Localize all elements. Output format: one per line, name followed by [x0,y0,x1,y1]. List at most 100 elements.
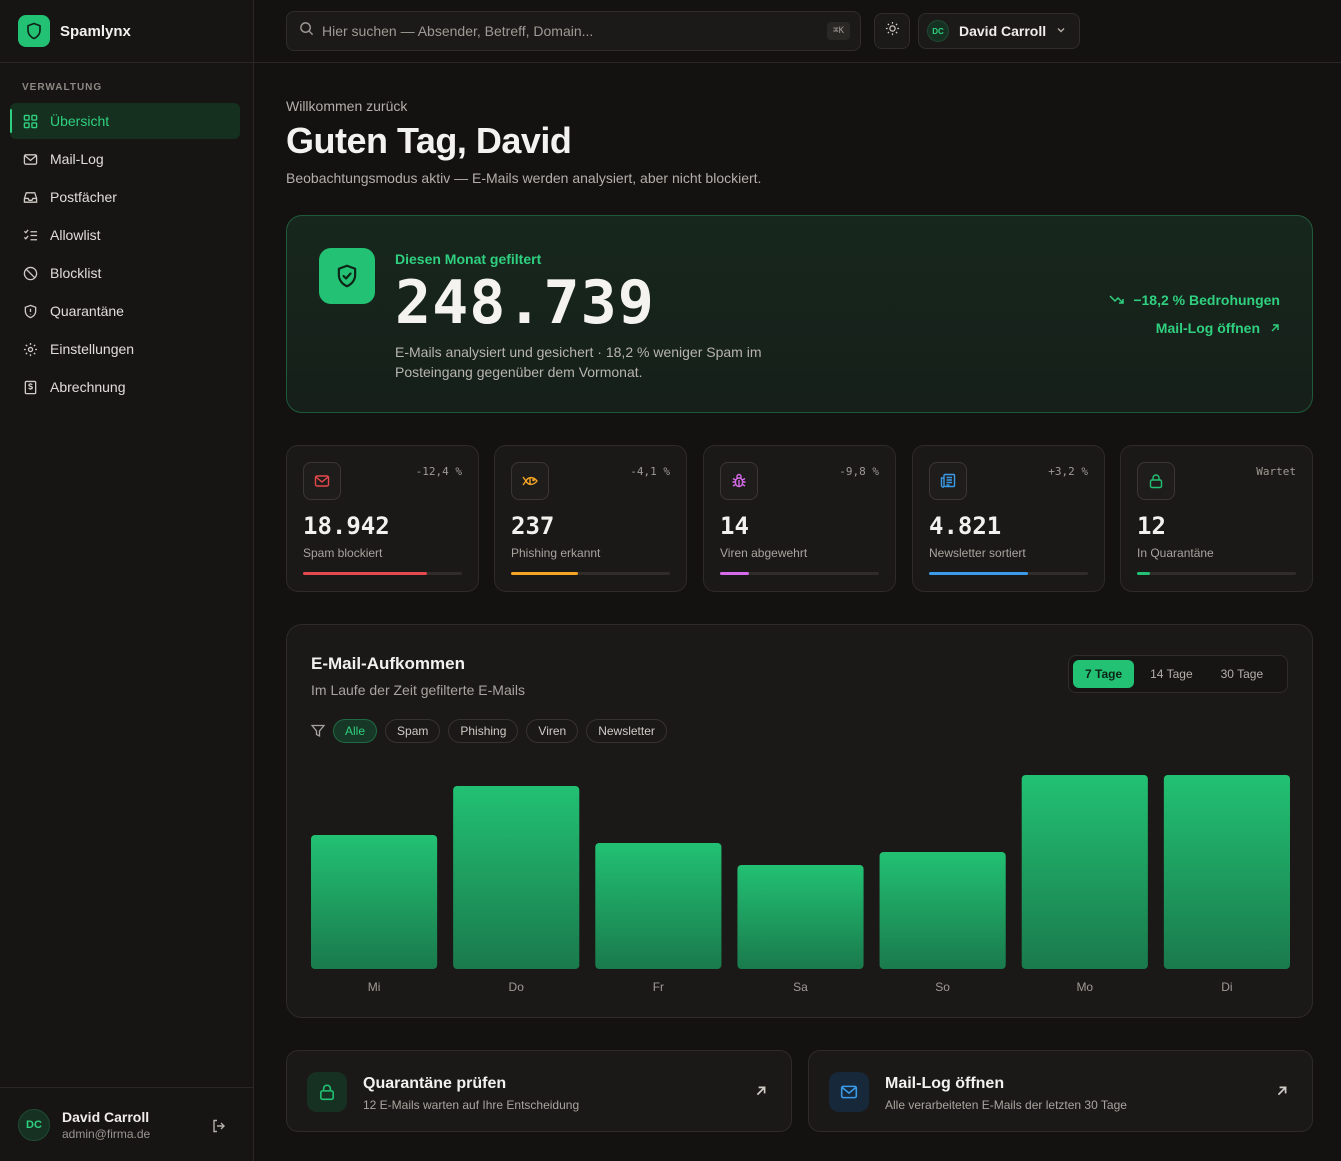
stat-delta: Wartet [1256,465,1296,478]
mail-volume-bar-chart: Mi Do Fr Sa So Mo Di [311,775,1290,994]
open-mail-log-card[interactable]: Mail-Log öffnen Alle verarbeiteten E-Mai… [808,1050,1313,1132]
hero-label: Diesen Monat gefiltert [395,251,542,267]
newspaper-icon [929,462,967,500]
arrow-up-right-icon [755,1084,767,1102]
chart-bar-do[interactable] [453,786,580,969]
sidebar-item-blocklist[interactable]: Blocklist [10,255,240,291]
sidebar-item-einstellungen[interactable]: Einstellungen [10,331,240,367]
filter-chip-viren[interactable]: Viren [526,719,579,743]
chart-subtitle: Im Laufe der Zeit gefilterte E-Mails [311,682,525,698]
user-meta: David Carroll admin@firma.de [62,1109,150,1141]
sidebar-item-label: Blocklist [50,265,102,281]
user-menu-name: David Carroll [959,23,1047,39]
chart-x-label: Di [1221,980,1232,994]
chart-x-label: Sa [793,980,808,994]
search-box[interactable]: ⌘K [286,11,861,51]
stat-progress-fill [720,572,749,575]
stat-label: Phishing erkannt [511,546,601,560]
sidebar-item-label: Abrechnung [50,379,126,395]
bug-icon [720,462,758,500]
shield-logo-icon [18,15,50,47]
stat-card-quarantaene[interactable]: Wartet 12 In Quarantäne [1120,445,1313,592]
range-7-days[interactable]: 7 Tage [1073,660,1135,688]
nav-section-label: VERWALTUNG [22,82,103,93]
sidebar-item-uebersicht[interactable]: Übersicht [10,103,240,139]
action-title: Mail-Log öffnen [885,1075,1005,1092]
stat-progress-fill [511,572,578,575]
stat-label: In Quarantäne [1137,546,1214,560]
chart-bar-sa[interactable] [737,865,864,969]
category-filters: Alle Spam Phishing Viren Newsletter [311,719,675,743]
mail-icon [22,151,38,167]
avatar[interactable]: DC [18,1108,50,1141]
open-mail-log-link[interactable]: Mail-Log öffnen [1156,320,1280,336]
sidebar-item-allowlist[interactable]: Allowlist [10,217,240,253]
chart-bar-fr[interactable] [595,843,722,969]
sidebar-item-label: Mail-Log [50,151,104,167]
stat-value: 237 [511,512,555,540]
filter-chip-newsletter[interactable]: Newsletter [586,719,667,743]
mail-icon [303,462,341,500]
page-subtitle: Beobachtungsmodus aktiv — E-Mails werden… [286,170,762,186]
stat-progress-fill [1137,572,1150,575]
range-selector: 7 Tage 14 Tage 30 Tage [1068,655,1288,693]
logout-icon[interactable] [211,1118,227,1139]
topbar: ⌘K DC David Carroll [254,0,1341,63]
ban-icon [22,265,38,281]
lock-icon [307,1072,347,1112]
filter-chip-phishing[interactable]: Phishing [448,719,519,743]
sidebar-item-abrechnung[interactable]: Abrechnung [10,369,240,405]
stat-progress-fill [929,572,1028,575]
sidebar-item-quarantaene[interactable]: Quarantäne [10,293,240,329]
stats-row: -12,4 % 18.942 Spam blockiert -4,1 % 237… [286,445,1313,592]
chart-x-label: Mo [1076,980,1093,994]
sidebar-item-postfaecher[interactable]: Postfächer [10,179,240,215]
chart-bar-so[interactable] [879,852,1006,969]
stat-value: 4.821 [929,512,1002,540]
chart-bar-mi[interactable] [311,835,438,969]
chart-bar-mo[interactable] [1021,775,1148,969]
range-30-days[interactable]: 30 Tage [1220,667,1264,681]
brand[interactable]: Spamlynx [0,0,253,63]
theme-toggle-button[interactable] [874,13,910,49]
chart-bar-di[interactable] [1163,775,1290,969]
sidebar-user: DC David Carroll admin@firma.de [0,1087,253,1161]
stat-card-newsletter[interactable]: +3,2 % 4.821 Newsletter sortiert [912,445,1105,592]
fish-icon [511,462,549,500]
page-title: Guten Tag, David [286,120,572,161]
stat-delta: -4,1 % [630,465,670,478]
arrow-up-right-icon [1276,1084,1288,1102]
sidebar: Spamlynx VERWALTUNG Übersicht Mail-Log P… [0,0,254,1161]
arrow-up-right-icon [1270,323,1280,333]
stat-progress [929,572,1088,575]
mail-icon [829,1072,869,1112]
list-check-icon [22,227,38,243]
action-title: Quarantäne prüfen [363,1075,507,1092]
grid-icon [22,113,38,129]
stat-card-viren[interactable]: -9,8 % 14 Viren abgewehrt [703,445,896,592]
review-quarantine-card[interactable]: Quarantäne prüfen 12 E-Mails warten auf … [286,1050,792,1132]
stat-label: Spam blockiert [303,546,383,560]
action-subtitle: 12 E-Mails warten auf Ihre Entscheidung [363,1098,580,1112]
stat-progress [1137,572,1296,575]
filter-chip-spam[interactable]: Spam [385,719,441,743]
stat-value: 14 [720,512,749,540]
user-name: David Carroll [62,1108,150,1125]
chart-x-label: Do [509,980,525,994]
sidebar-item-mail-log[interactable]: Mail-Log [10,141,240,177]
search-input[interactable] [322,23,802,39]
filter-chip-alle[interactable]: Alle [333,719,378,743]
stat-delta: -9,8 % [839,465,879,478]
sidebar-item-label: Quarantäne [50,303,124,319]
shield-alert-icon [22,303,38,319]
user-menu-button[interactable]: DC David Carroll [918,13,1080,49]
sidebar-nav: Übersicht Mail-Log Postfächer Allowlist … [0,103,253,405]
stat-value: 12 [1137,512,1166,540]
chart-x-label: So [935,980,950,994]
filter-icon [311,724,325,738]
range-14-days[interactable]: 14 Tage [1150,667,1193,681]
threat-trend: −18,2 % Bedrohungen [1109,292,1280,308]
stat-card-phishing[interactable]: -4,1 % 237 Phishing erkannt [494,445,687,592]
stat-card-spam[interactable]: -12,4 % 18.942 Spam blockiert [286,445,479,592]
trend-down-icon [1109,294,1125,306]
